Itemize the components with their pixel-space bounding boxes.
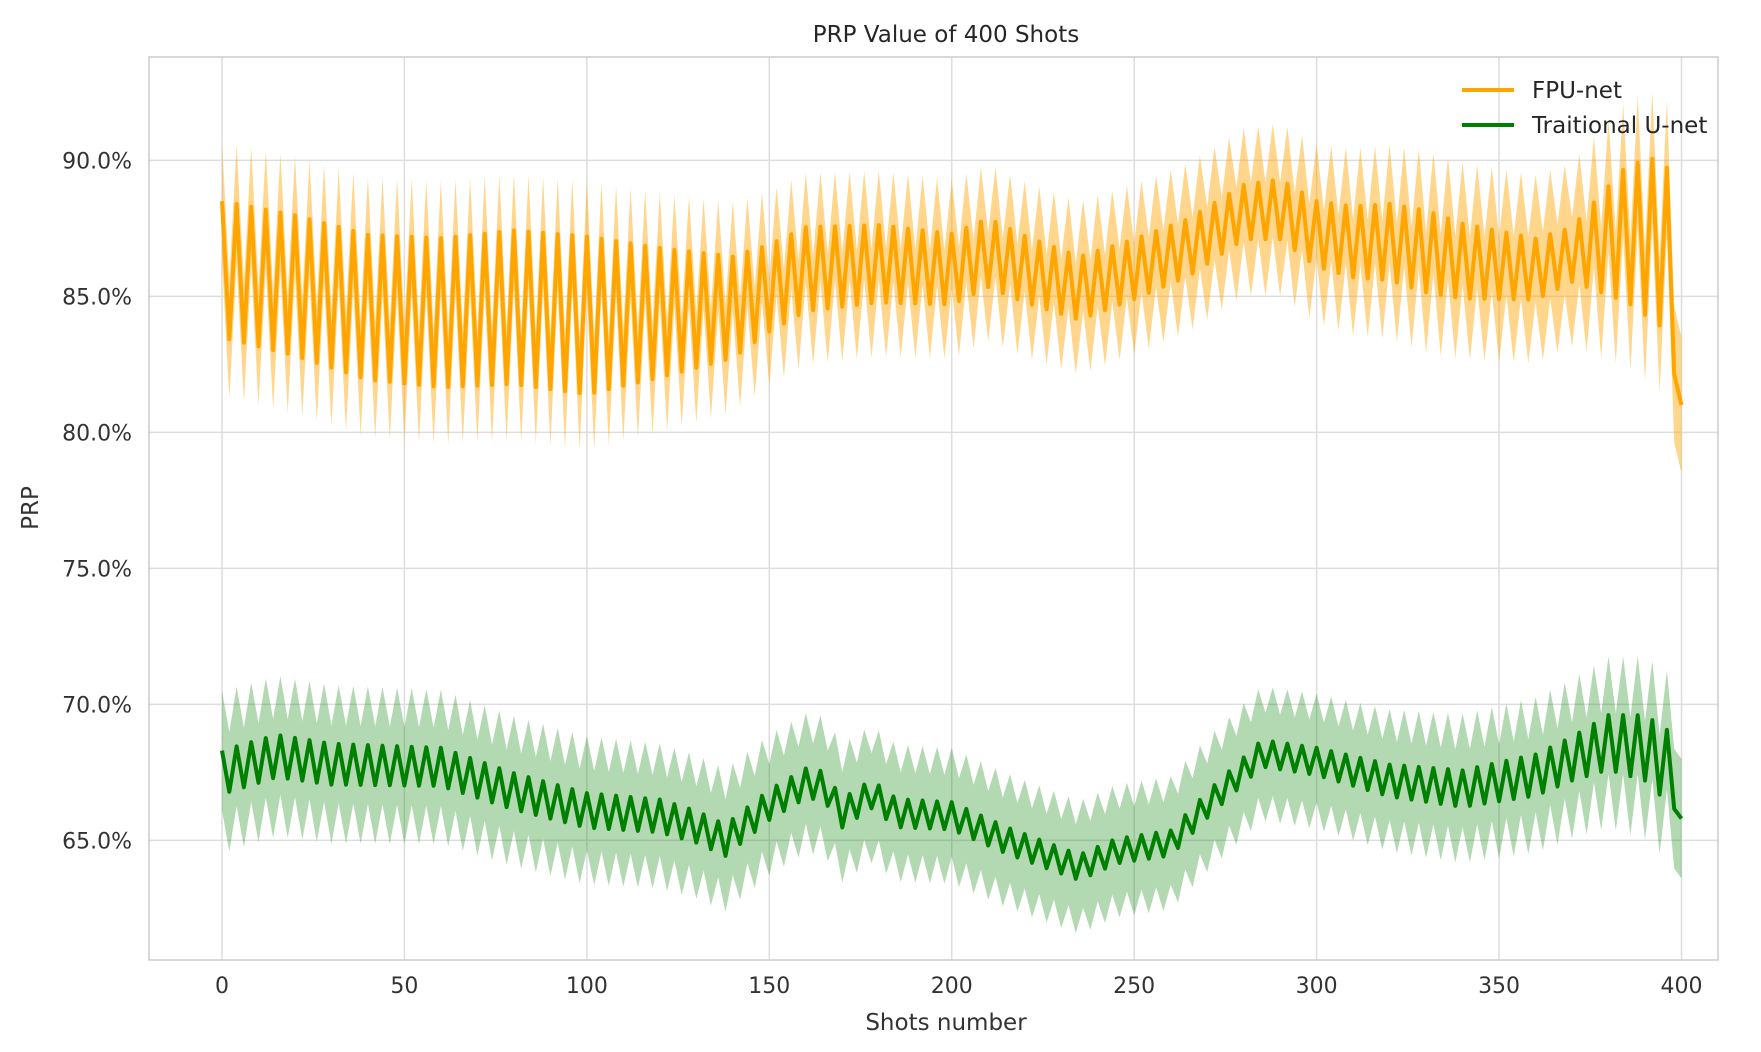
- y-tick-label: 85.0%: [62, 285, 132, 310]
- confidence-bands: [222, 91, 1682, 934]
- y-tick-labels: 65.0% 70.0% 75.0% 80.0% 85.0% 90.0%: [62, 149, 132, 854]
- x-tick-labels: 0 50 100 150 200 250 300 350 400: [215, 974, 1703, 999]
- series-band-1: [222, 656, 1682, 934]
- series-line-1: [220, 713, 1684, 881]
- x-tick-label: 300: [1296, 974, 1338, 999]
- series-band-0: [222, 91, 1682, 474]
- legend-label-fpu-net: FPU-net: [1532, 78, 1622, 104]
- x-tick-label: 100: [566, 974, 608, 999]
- legend: FPU-net Traitional U-net: [1462, 78, 1707, 139]
- legend-label-traitional-u-net: Traitional U-net: [1531, 113, 1707, 139]
- x-tick-label: 50: [390, 974, 418, 999]
- x-tick-label: 350: [1478, 974, 1520, 999]
- x-tick-label: 0: [215, 974, 229, 999]
- series-lines: [220, 156, 1684, 881]
- x-tick-label: 250: [1113, 974, 1155, 999]
- y-tick-label: 70.0%: [62, 693, 132, 718]
- y-tick-label: 80.0%: [62, 421, 132, 446]
- x-axis-title: Shots number: [865, 1010, 1027, 1036]
- series-line-0: [220, 156, 1684, 406]
- y-tick-label: 65.0%: [62, 829, 132, 854]
- chart-title: PRP Value of 400 Shots: [813, 22, 1079, 48]
- x-tick-label: 150: [748, 974, 790, 999]
- y-tick-label: 90.0%: [62, 149, 132, 174]
- y-tick-label: 75.0%: [62, 557, 132, 582]
- x-tick-label: 400: [1661, 974, 1703, 999]
- y-axis-title: PRP: [18, 486, 44, 530]
- plot-frame: [148, 56, 1719, 961]
- x-tick-label: 200: [931, 974, 973, 999]
